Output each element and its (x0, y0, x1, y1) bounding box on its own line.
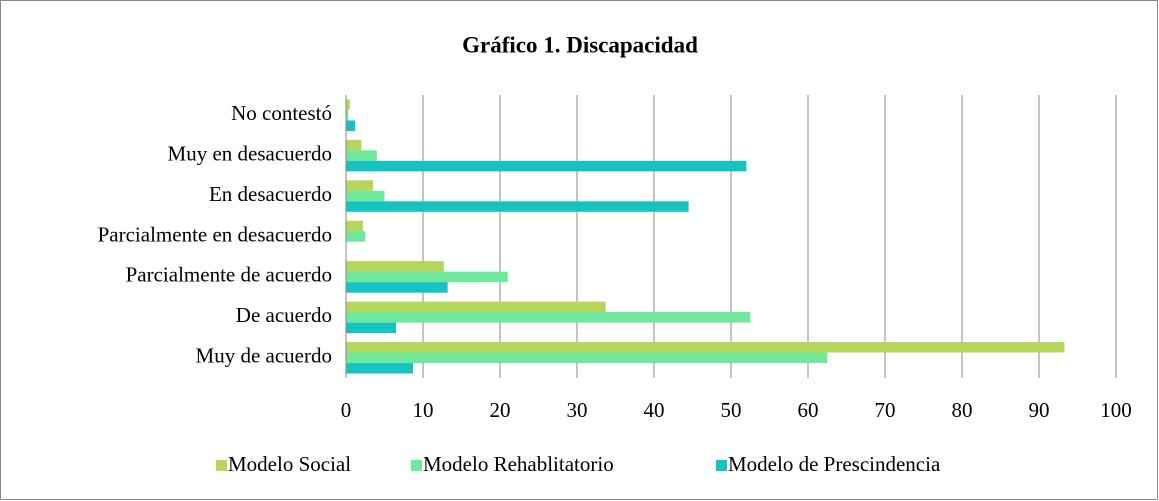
legend-swatch (411, 460, 422, 471)
bar (346, 342, 1065, 353)
bar (346, 352, 828, 364)
bar (346, 301, 606, 313)
bar (346, 150, 377, 161)
legend-swatch (216, 460, 227, 471)
legend-label: Modelo de Prescindencia (728, 452, 941, 476)
bar (346, 180, 373, 191)
bar (346, 120, 356, 131)
bar (346, 201, 689, 212)
bar (346, 139, 362, 151)
y-tick-label: No contestó (231, 101, 332, 125)
x-tick-label: 0 (341, 398, 352, 422)
bar (346, 99, 350, 110)
x-tick-label: 80 (952, 398, 973, 422)
y-tick-label: En desacuerdo (209, 182, 332, 206)
x-tick-label: 90 (1029, 398, 1050, 422)
x-tick-label: 60 (798, 398, 819, 422)
x-tick-label: 30 (567, 398, 588, 422)
bar (346, 312, 751, 323)
bar (346, 160, 747, 172)
legend-label: Modelo Social (228, 452, 351, 476)
y-tick-label: Parcialmente de acuerdo (126, 263, 332, 287)
bar (346, 190, 385, 202)
x-tick-label: 100 (1100, 398, 1132, 422)
bar (346, 363, 413, 374)
bar (346, 109, 349, 121)
chart-title: Gráfico 1. Discapacidad (462, 32, 698, 57)
y-tick-label: Parcialmente en desacuerdo (98, 222, 332, 246)
bar (346, 261, 444, 272)
x-tick-label: 50 (721, 398, 742, 422)
bar (346, 220, 363, 232)
bar (346, 271, 508, 283)
legend-swatch (716, 460, 727, 471)
x-tick-label: 70 (875, 398, 896, 422)
y-tick-label: Muy en desacuerdo (168, 141, 332, 165)
x-tick-label: 40 (644, 398, 665, 422)
y-tick-label: De acuerdo (236, 303, 332, 327)
bar (346, 282, 448, 293)
x-tick-label: 20 (490, 398, 511, 422)
bar (346, 231, 366, 242)
y-tick-label: Muy de acuerdo (196, 344, 332, 368)
x-tick-label: 10 (413, 398, 434, 422)
bar (346, 322, 397, 334)
legend-label: Modelo Rehablitatorio (423, 452, 614, 476)
